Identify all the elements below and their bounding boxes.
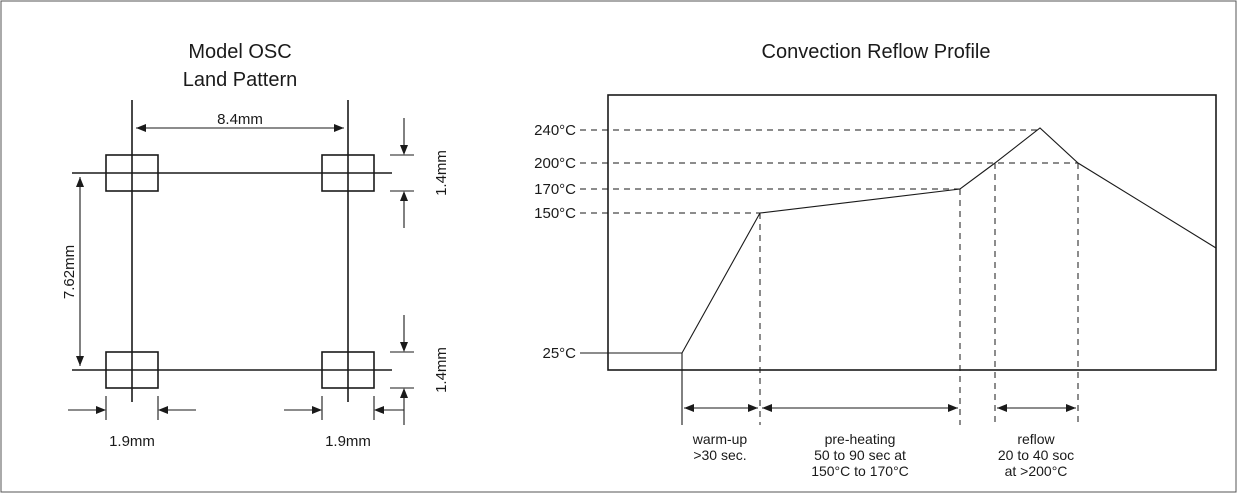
land-pattern-diagram: Model OSC Land Pattern 8.4mm 7.62mm: [61, 41, 450, 450]
phase-arrow-preheat: [762, 404, 958, 412]
reflow-profile-curve: [681, 127, 1217, 354]
land-pattern-title-line1: Model OSC: [188, 41, 291, 63]
dim-pad-left-label: 1.9mm: [109, 433, 155, 450]
phase-preheat-line2: 50 to 90 sec at: [814, 447, 906, 463]
phase-reflow-line3: at >200°C: [1005, 463, 1068, 479]
temp-label-170: 170°C: [534, 181, 576, 198]
dim-pad-top-arrows: [390, 118, 414, 228]
temp-label-150: 150°C: [534, 205, 576, 222]
phase-warmup-line1: warm-up: [692, 431, 748, 447]
phase-arrow-warmup: [684, 404, 758, 412]
dim-width-arrow: [136, 124, 344, 132]
temp-label-25: 25°C: [542, 345, 576, 362]
dim-pad-right-arrows: [284, 396, 404, 420]
pad-top-right: [321, 154, 375, 192]
dim-width-label: 8.4mm: [217, 111, 263, 128]
phase-reflow-line1: reflow: [1017, 431, 1055, 447]
pad-bottom-left: [105, 351, 159, 389]
pad-bottom-right: [321, 351, 375, 389]
temp-label-240: 240°C: [534, 122, 576, 139]
phase-reflow-line2: 20 to 40 soc: [998, 447, 1074, 463]
pad-top-left: [105, 154, 159, 192]
dim-pad-right-label: 1.9mm: [325, 433, 371, 450]
land-pattern-title-line2: Land Pattern: [183, 69, 298, 91]
temp-label-200: 200°C: [534, 155, 576, 172]
dim-height-arrow: [76, 177, 84, 366]
dim-pad-bottom-arrows: [390, 315, 414, 425]
reflow-plot-box: [607, 94, 1217, 371]
dim-height-label: 7.62mm: [61, 245, 78, 299]
phase-warmup-line2: >30 sec.: [693, 447, 746, 463]
dim-pad-top-label: 1.4mm: [433, 150, 450, 196]
phase-arrow-reflow: [997, 404, 1076, 412]
phase-preheat-line3: 150°C to 170°C: [811, 463, 909, 479]
reflow-title: Convection Reflow Profile: [762, 41, 991, 63]
dim-pad-left-arrows: [68, 396, 196, 420]
reflow-profile-diagram: Convection Reflow Profile 240°C 200°C 17…: [534, 41, 1217, 479]
phase-preheat-line1: pre-heating: [825, 431, 896, 447]
dim-pad-bottom-label: 1.4mm: [433, 347, 450, 393]
